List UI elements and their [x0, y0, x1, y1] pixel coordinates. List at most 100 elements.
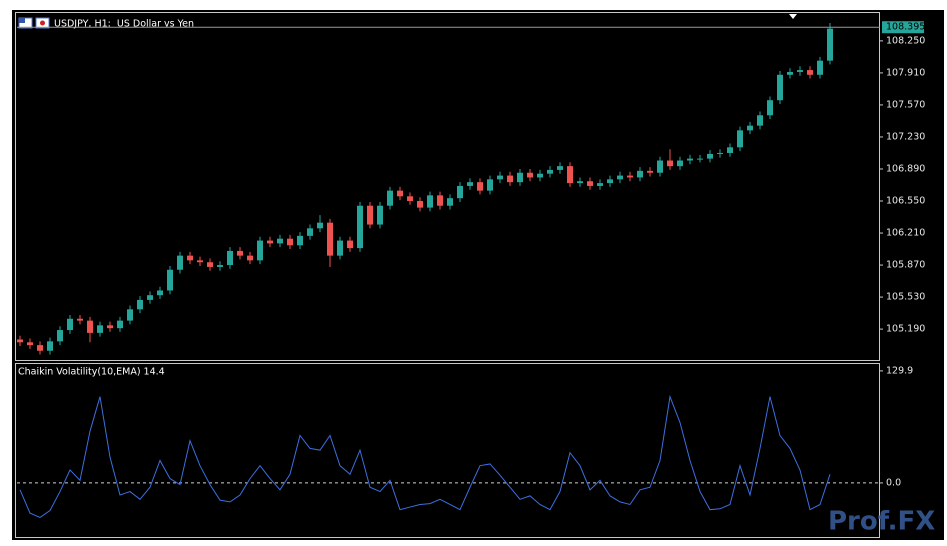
candle-body: [707, 153, 713, 159]
candle-body: [127, 309, 133, 321]
candle-body: [487, 179, 493, 191]
candle-body: [87, 320, 93, 333]
candle-body: [357, 205, 363, 249]
current-price-box: [882, 21, 924, 34]
candle-body: [677, 160, 683, 167]
candle-body: [287, 238, 293, 246]
candle-body: [627, 175, 633, 178]
candle-body: [727, 147, 733, 153]
candle-body: [577, 181, 583, 184]
candle-body: [137, 299, 143, 310]
candle-body: [547, 169, 553, 174]
chart-title: USDJPY, H1: US Dollar vs Yen: [54, 19, 194, 30]
y-tick-label: 106.550: [886, 196, 925, 207]
candle-body: [527, 172, 533, 178]
candle-body: [297, 235, 303, 246]
candle-body: [97, 325, 103, 333]
candle-body: [407, 196, 413, 202]
y-tick-label: 107.910: [886, 67, 925, 78]
indicator-line: [19, 394, 831, 518]
candle-body: [537, 173, 543, 178]
candle-body: [387, 190, 393, 206]
candle-body: [747, 125, 753, 131]
candle-body: [257, 240, 263, 261]
candle-body: [337, 240, 343, 256]
price-panel-border: [15, 12, 880, 361]
candle-body: [57, 330, 63, 342]
candle-body: [347, 240, 353, 249]
y-tick-label: 107.230: [886, 131, 925, 142]
chart-background: [12, 10, 944, 540]
candle-body: [197, 260, 203, 263]
candle-body: [107, 325, 113, 329]
candle-body: [177, 255, 183, 270]
candle-body: [217, 265, 223, 267]
indicator-title: Chaikin Volatility(10,EMA) 14.4: [18, 367, 165, 378]
candle-body: [607, 179, 613, 184]
candle-body: [597, 183, 603, 186]
candle-body: [667, 160, 673, 167]
candle-body: [767, 100, 773, 116]
candle-body: [327, 222, 333, 256]
y-tick-label: 129.9: [886, 365, 913, 376]
candle-body: [517, 172, 523, 183]
candle-body: [147, 295, 153, 300]
candle-body: [797, 70, 803, 72]
candle-body: [567, 166, 573, 184]
y-tick-label: 106.890: [886, 163, 925, 174]
candle-body: [657, 160, 663, 173]
flag-icons: [18, 17, 50, 29]
candle-body: [237, 250, 243, 256]
candle-body: [637, 170, 643, 178]
candle-body: [437, 195, 443, 206]
candle-body: [477, 182, 483, 191]
candle-body: [617, 175, 623, 180]
current-price-label: 108.395: [886, 22, 925, 33]
candle-body: [427, 195, 433, 208]
candle-body: [737, 130, 743, 148]
candle-body: [467, 182, 473, 186]
candle-body: [557, 166, 563, 170]
y-tick-label: 107.570: [886, 99, 925, 110]
candle-body: [647, 170, 653, 173]
candle-body: [77, 318, 83, 321]
candle-body: [447, 198, 453, 206]
candle-body: [497, 175, 503, 180]
candle-body: [507, 175, 513, 183]
flag-icon-part: [19, 18, 25, 23]
candle-body: [277, 238, 283, 244]
candle-body: [397, 190, 403, 197]
candle-body: [187, 255, 193, 261]
y-tick-label: 106.210: [886, 228, 925, 239]
candle-body: [827, 28, 833, 61]
candle-body: [377, 205, 383, 225]
candle-body: [817, 60, 823, 75]
candle-body: [247, 255, 253, 261]
candle-body: [307, 228, 313, 236]
shift-marker: [789, 14, 797, 19]
y-tick-label: 105.870: [886, 260, 925, 271]
candle-body: [67, 318, 73, 331]
candle-body: [367, 205, 373, 225]
candle-body: [807, 70, 813, 75]
candle-body: [37, 345, 43, 351]
candle-body: [757, 115, 763, 126]
candle-body: [167, 269, 173, 291]
candle-body: [17, 339, 23, 343]
candle-body: [417, 201, 423, 208]
candle-body: [687, 158, 693, 161]
y-tick-label: 105.530: [886, 292, 925, 303]
candle-body: [717, 152, 723, 154]
watermark: Prof.FX: [828, 507, 935, 537]
candle-body: [227, 250, 233, 266]
candle-body: [317, 222, 323, 229]
candle-body: [27, 342, 33, 346]
candle-body: [207, 262, 213, 267]
candle-body: [117, 320, 123, 329]
y-tick-label: 105.190: [886, 324, 925, 335]
candle-body: [267, 240, 273, 244]
candle-body: [587, 181, 593, 186]
candle-body: [457, 185, 463, 199]
candle-body: [697, 158, 703, 160]
